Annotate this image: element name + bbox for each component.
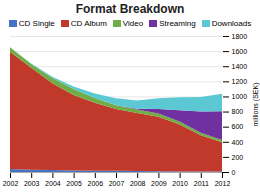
svg-text:200: 200 — [232, 154, 244, 161]
svg-text:2009: 2009 — [151, 180, 167, 187]
svg-text:2007: 2007 — [109, 180, 125, 187]
svg-text:2010: 2010 — [172, 180, 188, 187]
svg-text:800: 800 — [232, 108, 244, 115]
svg-text:1400: 1400 — [232, 63, 248, 70]
html-text:Downloads: Downloads — [211, 19, 252, 28]
svg-text:2002: 2002 — [3, 180, 19, 187]
svg-text:2004: 2004 — [45, 180, 61, 187]
html-text:CD Album: CD Album — [70, 19, 107, 28]
html-text:Streaming: Streaming — [159, 19, 196, 28]
svg-text:2006: 2006 — [88, 180, 104, 187]
html-text:Format Breakdown: Format Breakdown — [75, 2, 185, 16]
svg-text:1800: 1800 — [232, 33, 248, 40]
svg-text:millions (SEK): millions (SEK) — [252, 83, 260, 127]
svg-text:400: 400 — [232, 139, 244, 146]
svg-text:2008: 2008 — [130, 180, 146, 187]
svg-text:2003: 2003 — [24, 180, 40, 187]
svg-text:0: 0 — [232, 169, 236, 176]
svg-text:2012: 2012 — [215, 180, 231, 187]
svg-text:1600: 1600 — [232, 48, 248, 55]
html-text:CD Single: CD Single — [18, 19, 55, 28]
svg-text:1000: 1000 — [232, 93, 248, 100]
svg-text:2005: 2005 — [66, 180, 82, 187]
svg-text:600: 600 — [232, 123, 244, 130]
svg-text:2011: 2011 — [194, 180, 209, 187]
html-text:Video: Video — [122, 19, 144, 28]
svg-text:1200: 1200 — [232, 78, 248, 85]
